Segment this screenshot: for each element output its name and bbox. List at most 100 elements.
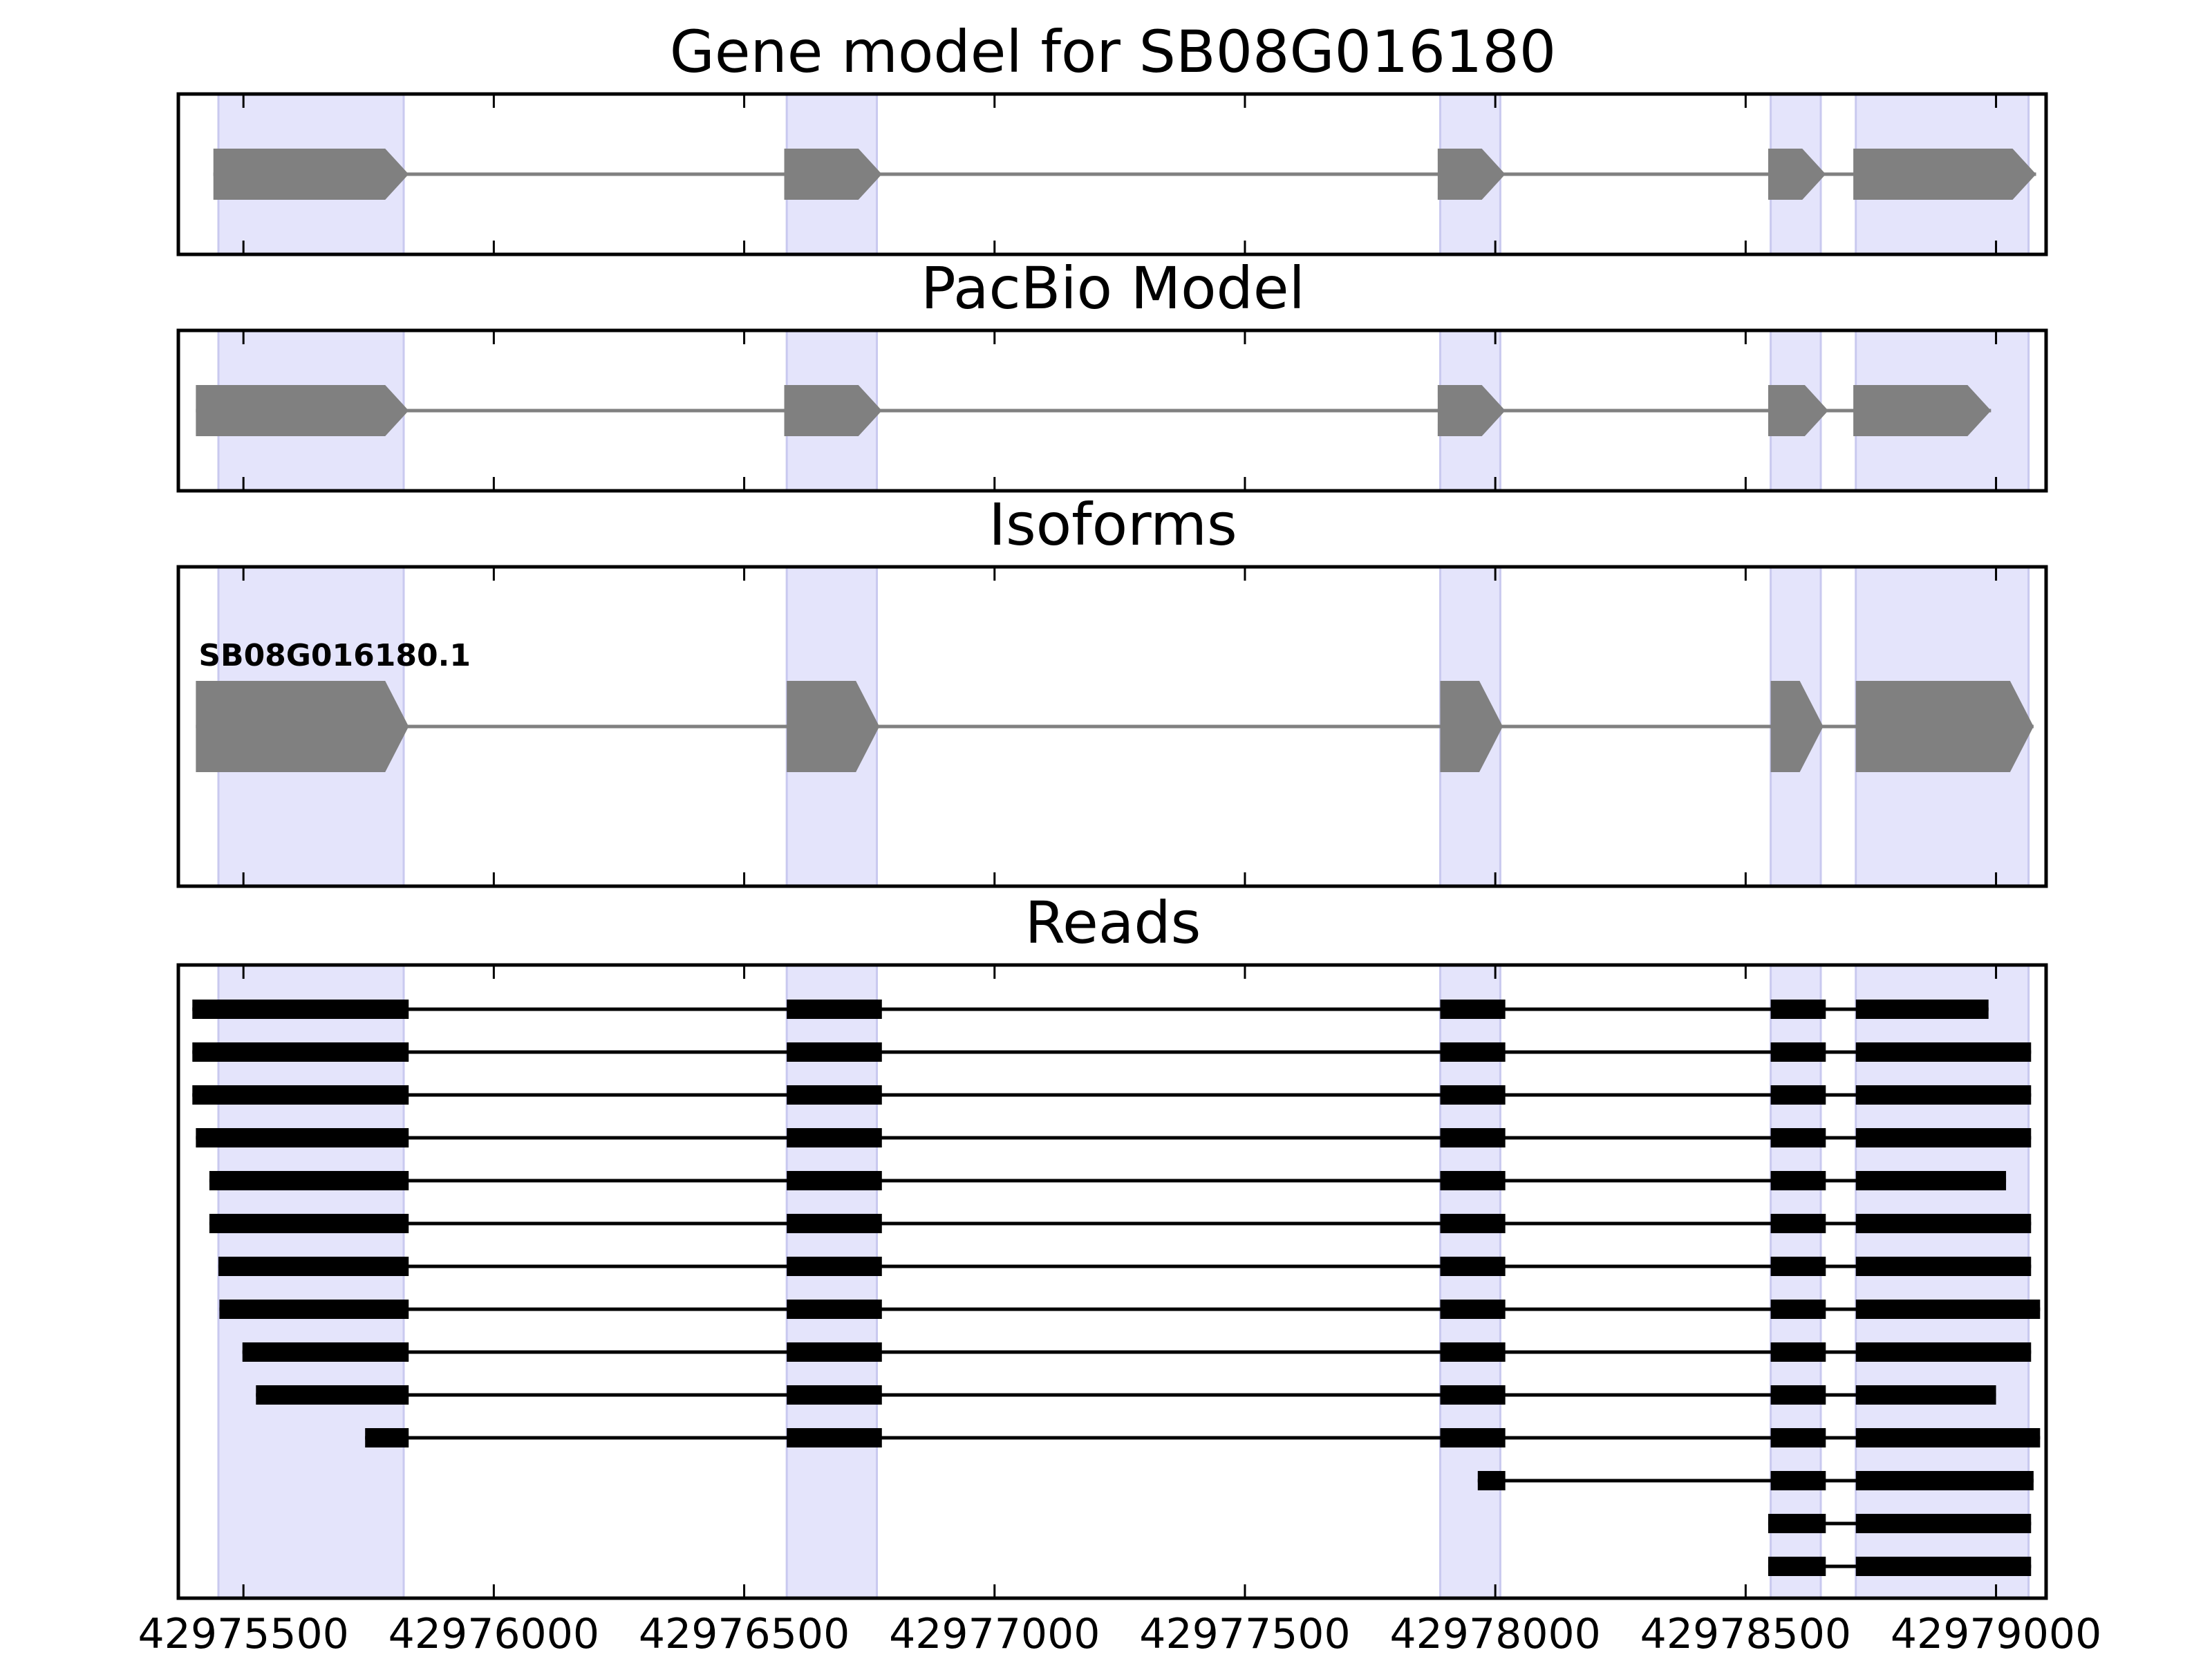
exon-arrow-block (1853, 385, 1991, 436)
gene-model-panel-title: Gene model for SB08G016180 (670, 18, 1556, 86)
read-exon-block (219, 1300, 409, 1319)
read-exon-block (1440, 1085, 1506, 1105)
read-exon-block (1770, 1428, 1826, 1447)
x-tick-label: 42977500 (1139, 1610, 1350, 1658)
read-exon-block (1855, 1385, 1996, 1405)
pacbio-model-axes-frame (176, 328, 2048, 493)
read-exon-block (1770, 1342, 1826, 1362)
read-exon-block (218, 1257, 409, 1276)
exon-arrow-block (1768, 149, 1826, 200)
read-exon-block (787, 1042, 882, 1062)
read-exon-block (787, 1342, 882, 1362)
read-exon-block (1440, 1128, 1506, 1147)
read-exon-block (1770, 1085, 1826, 1105)
read-exon-block (1440, 1257, 1506, 1276)
read-exon-block (1855, 1300, 2041, 1319)
read-exon-block (1770, 1385, 1826, 1405)
read-exon-block (1440, 1342, 1506, 1362)
x-tick-label: 42976000 (388, 1610, 599, 1658)
read-exon-block (196, 1128, 409, 1147)
read-exon-block (192, 1000, 409, 1019)
read-exon-block (1855, 1428, 2041, 1447)
isoforms-ticks (242, 567, 1998, 886)
reads-panel-title: Reads (1025, 889, 1201, 957)
gene-model-axes-frame (176, 92, 2048, 256)
read-exon-block (256, 1385, 409, 1405)
read-exon-block (787, 1214, 882, 1233)
read-exon-block (209, 1214, 409, 1233)
read-exon-block (1855, 1514, 2032, 1533)
read-exon-block (1770, 1171, 1826, 1190)
read-exon-block (1855, 1342, 2032, 1362)
x-tick-label: 42978500 (1640, 1610, 1851, 1658)
isoforms-axes-frame (176, 565, 2048, 888)
read-exon-block (1770, 1257, 1826, 1276)
reads-panel: Reads (176, 889, 2048, 1600)
read-exon-block (787, 1385, 882, 1405)
read-exon-block (787, 1128, 882, 1147)
read-exon-block (1440, 1214, 1506, 1233)
exon-arrow-block (196, 681, 409, 772)
reads-axes-frame (176, 963, 2048, 1600)
gene-model-transcripts (213, 149, 2036, 200)
read-exon-block (1855, 1128, 2032, 1147)
read-exon-block (787, 1300, 882, 1319)
isoforms-panel-title: Isoforms (988, 491, 1237, 559)
read-exon-block (1855, 1214, 2032, 1233)
read-exon-block (1770, 1471, 1826, 1490)
read-exon-block (1440, 1171, 1506, 1190)
read-exon-block (787, 1085, 882, 1105)
exon-arrow-block (1437, 385, 1506, 436)
exon-highlight-region (217, 964, 405, 1600)
read-exon-block (1855, 1042, 2032, 1062)
reads-exon-highlights (217, 964, 2030, 1600)
read-exon-block (1855, 1000, 1989, 1019)
pacbio-model-transcripts (196, 385, 1991, 436)
exon-highlight-region (785, 964, 879, 1600)
x-tick-label: 42975500 (138, 1610, 348, 1658)
read-exon-block (242, 1342, 409, 1362)
exon-arrow-block (1853, 149, 2036, 200)
x-axis-tick-labels: 42975500 42976000 42976500 42977000 42977500… (138, 1610, 2101, 1658)
read-exon-block (1768, 1514, 1826, 1533)
reads-ticks (242, 965, 1998, 1598)
read-exon-block (1855, 1171, 2007, 1190)
read-exon-block (1768, 1557, 1826, 1576)
exon-arrow-block (784, 385, 882, 436)
x-tick-label: 42977000 (889, 1610, 1100, 1658)
read-exon-block (787, 1000, 882, 1019)
read-exon-block (1770, 1128, 1826, 1147)
exon-arrow-block (196, 385, 409, 436)
read-exon-block (1440, 1428, 1506, 1447)
read-exon-block (1770, 1214, 1826, 1233)
x-tick-label: 42979000 (1891, 1610, 2101, 1658)
exon-arrow-block (1768, 385, 1828, 436)
read-exon-block (192, 1042, 409, 1062)
read-exon-block (1770, 1000, 1826, 1019)
read-exon-block (1440, 1385, 1506, 1405)
read-exon-block (192, 1085, 409, 1105)
exon-arrow-block (1437, 149, 1506, 200)
read-exon-block (1440, 1300, 1506, 1319)
isoform-label: SB08G016180.1 (198, 638, 471, 673)
read-exon-block (1477, 1471, 1506, 1490)
reads-transcripts (192, 1000, 2041, 1576)
read-exon-block (1855, 1471, 2034, 1490)
read-exon-block (1855, 1557, 2032, 1576)
isoforms-transcripts: SB08G016180.1 (196, 638, 2034, 772)
read-exon-block (1770, 1042, 1826, 1062)
read-exon-block (1770, 1300, 1826, 1319)
gene-model-panel: Gene model for SB08G016180 (176, 18, 2048, 256)
read-exon-block (1855, 1257, 2032, 1276)
exon-arrow-block (1440, 681, 1503, 772)
exon-arrow-block (213, 149, 409, 200)
isoforms-panel: Isoforms SB08G016180.1 (176, 491, 2048, 888)
read-exon-block (209, 1171, 409, 1190)
pacbio-model-ticks (242, 330, 1998, 491)
exon-arrow-block (1855, 681, 2034, 772)
exon-highlight-region (1855, 964, 2030, 1600)
exon-arrow-block (787, 681, 880, 772)
x-tick-label: 42976500 (639, 1610, 850, 1658)
read-exon-block (1440, 1042, 1506, 1062)
